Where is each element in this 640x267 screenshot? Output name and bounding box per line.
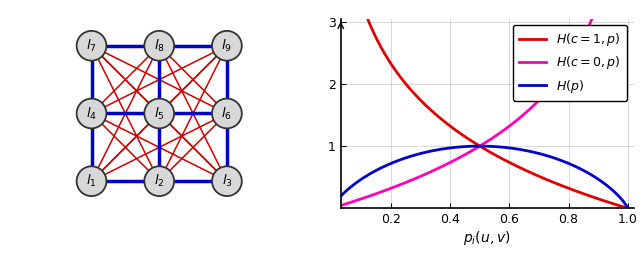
Circle shape: [212, 166, 242, 196]
Circle shape: [145, 31, 174, 61]
Legend: $H(c=1,p)$, $H(c=0,p)$, $H(p)$: $H(c=1,p)$, $H(c=0,p)$, $H(p)$: [513, 25, 627, 101]
Circle shape: [212, 31, 242, 61]
Circle shape: [77, 99, 106, 128]
Text: $l_6$: $l_6$: [221, 105, 232, 121]
Text: $l_5$: $l_5$: [154, 105, 164, 121]
Text: $l_3$: $l_3$: [221, 173, 232, 189]
Text: $l_4$: $l_4$: [86, 105, 97, 121]
X-axis label: $p_i(u,v)$: $p_i(u,v)$: [463, 229, 511, 247]
Circle shape: [145, 166, 174, 196]
Text: $l_8$: $l_8$: [154, 38, 164, 54]
Text: $l_7$: $l_7$: [86, 38, 97, 54]
Text: $l_9$: $l_9$: [221, 38, 232, 54]
Text: $l_2$: $l_2$: [154, 173, 164, 189]
Circle shape: [145, 99, 174, 128]
Text: $l_1$: $l_1$: [86, 173, 97, 189]
Circle shape: [77, 166, 106, 196]
Circle shape: [77, 31, 106, 61]
Circle shape: [212, 99, 242, 128]
